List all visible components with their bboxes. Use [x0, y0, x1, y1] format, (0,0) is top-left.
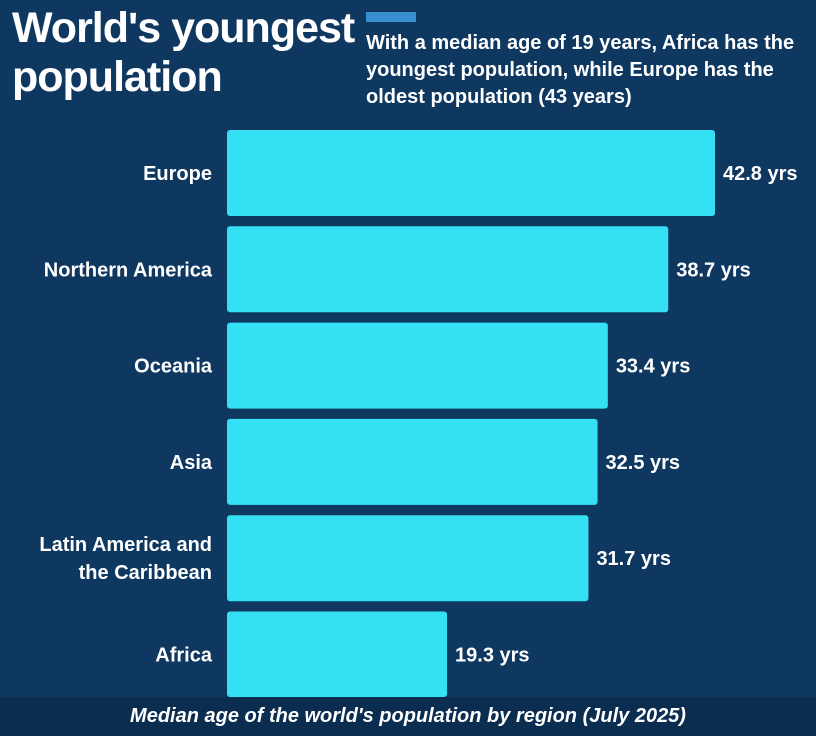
- category-label-0: Europe: [143, 163, 212, 185]
- title-line-1: World's youngest: [12, 4, 355, 52]
- bar-3: [227, 418, 598, 505]
- category-label-3-line-0: Asia: [170, 452, 213, 474]
- category-label-5: Africa: [155, 645, 213, 667]
- bar-5: [227, 611, 448, 697]
- accent-bar: [366, 12, 416, 22]
- footer-band: Median age of the world's population by …: [0, 697, 816, 736]
- bar-1: [227, 226, 669, 313]
- category-label-1: Northern America: [44, 259, 213, 281]
- category-label-4-line-1: the Caribbean: [79, 562, 212, 584]
- chart-subtitle: With a median age of 19 years, Africa ha…: [366, 32, 795, 108]
- category-label-3: Asia: [170, 452, 213, 474]
- labels-group: Europe 42.8 yrs Northern America 38.7 yrs Oc…: [39, 163, 797, 667]
- category-label-0-line-0: Europe: [143, 163, 212, 185]
- bar-2: [227, 322, 608, 409]
- category-label-1-line-0: Northern America: [44, 259, 213, 281]
- value-label-0: 42.8 yrs: [723, 163, 798, 185]
- chart-caption: Median age of the world's population by …: [130, 705, 686, 727]
- bars-group: [227, 130, 715, 697]
- value-label-1: 38.7 yrs: [676, 259, 751, 281]
- value-label-5: 19.3 yrs: [455, 645, 530, 667]
- value-label-3: 32.5 yrs: [606, 452, 681, 474]
- category-label-4-line-0: Latin America and: [39, 534, 212, 556]
- category-label-5-line-0: Africa: [155, 645, 213, 667]
- category-label-2-line-0: Oceania: [134, 356, 213, 378]
- value-label-2: 33.4 yrs: [616, 356, 691, 378]
- category-label-4: Latin America and the Caribbean: [39, 534, 212, 584]
- category-label-2: Oceania: [134, 356, 213, 378]
- bar-0: [227, 130, 715, 216]
- bar-4: [227, 515, 589, 602]
- chart-title: World's youngest population: [12, 4, 355, 102]
- title-line-2: population: [12, 53, 223, 101]
- value-label-4: 31.7 yrs: [596, 548, 671, 570]
